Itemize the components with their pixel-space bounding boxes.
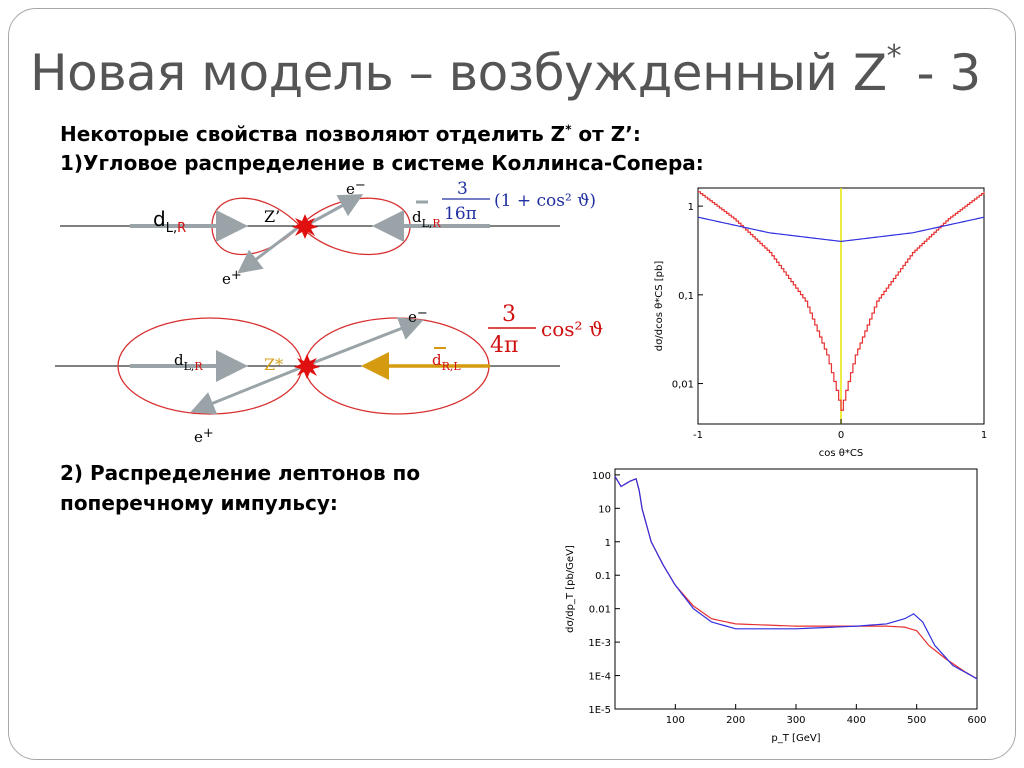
y-tick-label: 0,1 xyxy=(678,291,694,302)
x-axis-label: cos θ*CS xyxy=(819,448,863,459)
series-line-1 xyxy=(614,476,978,680)
d-right-label-2: dR,L xyxy=(432,351,461,373)
y-tick-label: 0.1 xyxy=(595,571,611,582)
item-2-text: 2) Распределение лептонов по поперечному… xyxy=(60,461,421,515)
boson-label-2: Z* xyxy=(264,355,283,374)
series-line-0 xyxy=(698,191,985,411)
x-tick-label: 0 xyxy=(838,430,844,441)
x-tick-label: -1 xyxy=(693,430,703,441)
formula1-denominator: 16π xyxy=(444,204,477,224)
intro-line-1: Некоторые свойства позволяют отделить Z*… xyxy=(60,122,641,146)
plot-frame xyxy=(614,468,978,710)
y-axis-label: dσ/dp_T [pb/GeV] xyxy=(565,545,576,633)
x-tick-label: 1 xyxy=(981,430,987,441)
positron-label-2: e+ xyxy=(194,426,214,446)
formula2-denominator: 4π xyxy=(490,333,518,358)
x-tick-label: 600 xyxy=(967,715,986,726)
positron-arrow-2 xyxy=(190,364,306,415)
electron-arrow xyxy=(304,194,364,228)
y-tick-label: 1 xyxy=(605,538,611,549)
d-left-label-2: dL,R xyxy=(174,351,203,373)
series-line-0 xyxy=(614,476,978,680)
electron-arrow-2 xyxy=(304,317,424,368)
y-tick-label: 10 xyxy=(598,504,611,515)
y-tick-label: 1E-3 xyxy=(588,638,611,649)
vertex-burst xyxy=(292,214,318,239)
d-right-label: dL,R xyxy=(412,208,441,230)
vertex-burst-2 xyxy=(294,354,320,379)
electron-label-2: e− xyxy=(408,306,428,326)
x-axis-label: p_T [GeV] xyxy=(771,733,820,744)
formula1-numerator: 3 xyxy=(457,179,468,199)
x-tick-label: 100 xyxy=(666,715,685,726)
formula2-numerator: 3 xyxy=(502,302,516,327)
positron-label: e+ xyxy=(222,268,242,288)
x-tick-label: 300 xyxy=(786,715,805,726)
x-tick-label: 200 xyxy=(726,715,745,726)
y-tick-label: 1E-5 xyxy=(588,705,611,716)
boson-label: Z’ xyxy=(264,207,280,226)
slide-title: Новая модель – возбужденный Z* - 3 xyxy=(30,39,981,102)
cos-theta-chart: -1 0 1 0,01 0,1 1 cos θ*CS dσ/dcos θ*CS [pb] xyxy=(654,187,987,459)
electron-label: e− xyxy=(346,178,366,198)
zprime-diagram: Z’ dL,R dL,R e− e+ 3 16π (1 + cos² ϑ) Z*… xyxy=(55,178,603,446)
y-tick-label: 0,01 xyxy=(672,380,694,391)
x-tick-label: 500 xyxy=(907,715,926,726)
series-line-1 xyxy=(697,216,985,243)
y-tick-label: 0.01 xyxy=(589,605,611,616)
y-tick-label: 100 xyxy=(592,471,611,482)
y-tick-label: 1 xyxy=(688,202,694,213)
positron-arrow xyxy=(237,224,301,274)
formula1-rest: (1 + cos² ϑ) xyxy=(494,191,596,211)
pt-chart: 100 200 300 400 500 600 1E-5 1E-4 1E-3 0.01 0.1 1 10… xyxy=(565,468,987,744)
intro-line-2: 1)Угловое распределение в системе Коллин… xyxy=(60,151,704,175)
y-axis-label: dσ/dcos θ*CS [pb] xyxy=(654,261,665,352)
d-left-label: dL,R xyxy=(153,207,186,236)
formula2-rest: cos² ϑ xyxy=(541,317,603,341)
y-tick-label: 1E-4 xyxy=(588,672,611,683)
x-tick-label: 400 xyxy=(847,715,866,726)
